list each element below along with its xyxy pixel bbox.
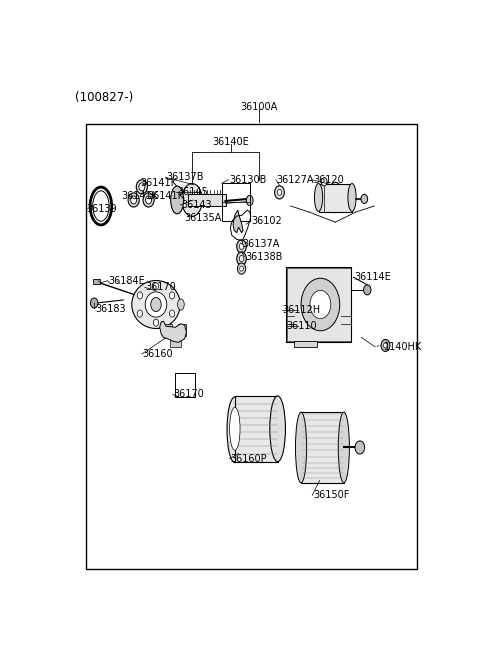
- Bar: [170, 337, 181, 348]
- Text: 36100A: 36100A: [240, 102, 277, 112]
- Circle shape: [237, 252, 246, 265]
- Polygon shape: [160, 321, 186, 342]
- Bar: [222, 183, 250, 221]
- Text: 36135A: 36135A: [185, 213, 222, 222]
- Text: 36114E: 36114E: [354, 272, 391, 282]
- Text: 36138B: 36138B: [245, 251, 283, 262]
- Text: 36137B: 36137B: [166, 173, 204, 182]
- Bar: [294, 341, 317, 348]
- Text: (100827-): (100827-): [75, 91, 133, 104]
- Circle shape: [240, 243, 244, 249]
- Circle shape: [238, 263, 246, 274]
- Circle shape: [363, 285, 371, 295]
- Text: 36110: 36110: [287, 321, 317, 331]
- Circle shape: [321, 178, 327, 186]
- Bar: [178, 323, 186, 337]
- Text: 36183: 36183: [96, 304, 126, 314]
- Text: 1140HK: 1140HK: [384, 342, 422, 352]
- Text: 36112H: 36112H: [282, 304, 321, 315]
- Ellipse shape: [128, 193, 139, 207]
- Circle shape: [384, 343, 387, 348]
- Circle shape: [277, 190, 282, 195]
- Text: 36141K: 36141K: [147, 191, 184, 201]
- Ellipse shape: [229, 407, 240, 450]
- Bar: [301, 412, 344, 483]
- Circle shape: [361, 194, 368, 203]
- Text: 36130B: 36130B: [229, 174, 266, 185]
- Circle shape: [237, 240, 246, 253]
- Bar: [286, 266, 351, 342]
- Text: 36139: 36139: [87, 204, 118, 214]
- Circle shape: [154, 283, 158, 290]
- Circle shape: [139, 183, 145, 191]
- Circle shape: [275, 186, 284, 199]
- Text: 36160P: 36160P: [230, 453, 267, 464]
- Ellipse shape: [136, 180, 147, 194]
- Circle shape: [240, 256, 244, 262]
- Bar: [175, 373, 195, 397]
- Bar: [188, 194, 226, 206]
- Text: 36141K: 36141K: [121, 191, 158, 201]
- Circle shape: [137, 310, 143, 317]
- Text: 36140E: 36140E: [213, 137, 250, 147]
- Text: 36170: 36170: [173, 390, 204, 400]
- Text: 36145: 36145: [177, 188, 208, 197]
- Ellipse shape: [348, 184, 356, 211]
- Text: 36102: 36102: [252, 216, 282, 226]
- Text: 36143: 36143: [181, 200, 212, 210]
- Ellipse shape: [132, 281, 180, 329]
- Ellipse shape: [270, 396, 286, 462]
- Text: 36127A: 36127A: [276, 174, 314, 185]
- Circle shape: [381, 339, 390, 352]
- Circle shape: [137, 292, 143, 299]
- Circle shape: [169, 292, 175, 299]
- Circle shape: [240, 266, 243, 271]
- Ellipse shape: [151, 297, 161, 312]
- Ellipse shape: [246, 195, 253, 205]
- Text: 36150F: 36150F: [313, 491, 349, 501]
- Bar: [319, 184, 352, 212]
- Text: 36184E: 36184E: [108, 276, 145, 286]
- Circle shape: [355, 441, 365, 454]
- Ellipse shape: [178, 299, 184, 310]
- Circle shape: [154, 319, 158, 326]
- Ellipse shape: [314, 184, 323, 211]
- Polygon shape: [233, 210, 243, 233]
- Bar: [86, 124, 417, 569]
- Text: 36137A: 36137A: [242, 239, 280, 249]
- Text: 36160: 36160: [143, 349, 173, 359]
- Bar: [235, 396, 277, 462]
- Bar: [287, 268, 351, 341]
- Circle shape: [91, 298, 98, 308]
- Circle shape: [310, 291, 331, 319]
- Text: 36170: 36170: [145, 282, 176, 293]
- Ellipse shape: [90, 187, 112, 225]
- Ellipse shape: [338, 412, 349, 483]
- Text: 36141K: 36141K: [140, 178, 177, 188]
- Ellipse shape: [143, 193, 154, 207]
- Ellipse shape: [171, 186, 184, 214]
- Ellipse shape: [145, 292, 167, 317]
- Circle shape: [145, 196, 152, 204]
- Circle shape: [301, 278, 340, 331]
- Ellipse shape: [182, 184, 202, 216]
- Ellipse shape: [327, 182, 343, 213]
- Bar: [164, 323, 172, 337]
- Circle shape: [131, 196, 137, 204]
- Bar: [94, 279, 100, 284]
- Ellipse shape: [227, 397, 243, 462]
- Text: 36120: 36120: [313, 174, 344, 185]
- Ellipse shape: [296, 412, 307, 483]
- Circle shape: [169, 310, 175, 317]
- Ellipse shape: [93, 191, 109, 221]
